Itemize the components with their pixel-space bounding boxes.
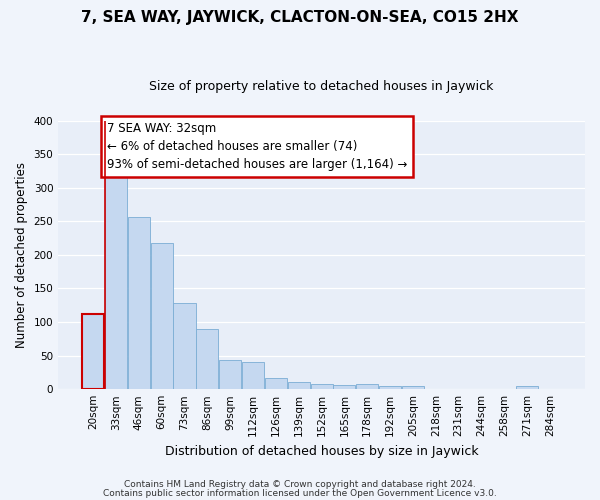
Bar [265,378,287,389]
Y-axis label: Number of detached properties: Number of detached properties [15,162,28,348]
X-axis label: Distribution of detached houses by size in Jaywick: Distribution of detached houses by size … [165,444,478,458]
Bar [356,384,379,389]
Bar [82,314,104,389]
Bar [287,382,310,389]
Bar [402,386,424,389]
Text: Contains HM Land Registry data © Crown copyright and database right 2024.: Contains HM Land Registry data © Crown c… [124,480,476,489]
Bar [151,243,173,389]
Bar [334,385,355,389]
Bar [196,328,218,389]
Text: 7, SEA WAY, JAYWICK, CLACTON-ON-SEA, CO15 2HX: 7, SEA WAY, JAYWICK, CLACTON-ON-SEA, CO1… [81,10,519,25]
Bar [242,362,264,389]
Text: 7 SEA WAY: 32sqm
← 6% of detached houses are smaller (74)
93% of semi-detached h: 7 SEA WAY: 32sqm ← 6% of detached houses… [107,122,407,171]
Bar [516,386,538,389]
Bar [173,302,196,389]
Bar [219,360,241,389]
Bar [311,384,332,389]
Bar [105,168,127,389]
Text: Contains public sector information licensed under the Open Government Licence v3: Contains public sector information licen… [103,488,497,498]
Title: Size of property relative to detached houses in Jaywick: Size of property relative to detached ho… [149,80,494,93]
Bar [379,386,401,389]
Bar [128,218,150,389]
